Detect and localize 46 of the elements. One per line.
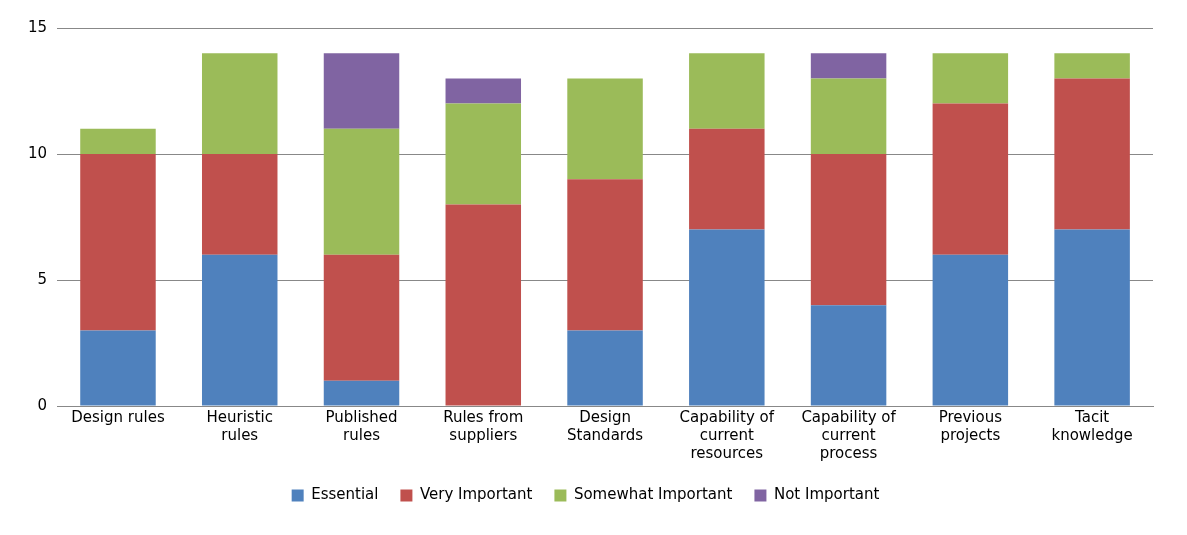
- x-tick-label: Capability of current resources: [679, 407, 775, 462]
- bar: [567, 179, 643, 331]
- x-tick-label: Design Standards: [567, 407, 644, 444]
- y-tick-label: 0: [37, 395, 48, 414]
- bar: [445, 103, 522, 205]
- bar: [201, 154, 278, 255]
- x-tick-label: Tacit knowledge: [1051, 407, 1133, 444]
- bar: [932, 53, 1009, 104]
- x-tick-label: Heuristic rules: [206, 407, 273, 444]
- bar: [810, 53, 887, 79]
- bar: [810, 78, 887, 154]
- x-tick-label: Previous projects: [938, 407, 1003, 444]
- bar: [323, 254, 400, 381]
- bar: [323, 53, 400, 129]
- bar: [323, 380, 400, 406]
- bar: [689, 53, 765, 129]
- legend-label: Very Important: [419, 485, 533, 504]
- bar: [201, 53, 278, 154]
- bar: [323, 128, 400, 255]
- bar: [80, 154, 156, 331]
- bar: [445, 78, 522, 104]
- bar: [445, 204, 522, 406]
- legend-label: Not Important: [773, 485, 880, 504]
- bar: [201, 254, 278, 406]
- bar: [932, 254, 1009, 406]
- bar: [80, 330, 156, 406]
- x-tick-label: Rules from suppliers: [443, 407, 524, 444]
- x-tick-label: Design rules: [71, 407, 165, 426]
- bar: [1054, 53, 1130, 79]
- x-tick-label: Capability of current process: [801, 407, 897, 462]
- x-tick-label: Published rules: [325, 407, 398, 444]
- bar: [567, 78, 643, 180]
- y-tick-label: 5: [37, 269, 48, 288]
- bar: [810, 154, 887, 306]
- bar: [689, 229, 765, 406]
- bar: [1054, 78, 1130, 230]
- legend-label: Somewhat Important: [573, 485, 733, 504]
- bar: [1054, 229, 1130, 406]
- y-tick-label: 15: [27, 17, 48, 36]
- bar: [689, 128, 765, 230]
- bar: [567, 330, 643, 406]
- bar: [80, 128, 156, 154]
- y-tick-label: 10: [27, 143, 48, 162]
- legend-label: Essential: [311, 485, 379, 504]
- bar: [810, 305, 887, 406]
- bar: [932, 103, 1009, 255]
